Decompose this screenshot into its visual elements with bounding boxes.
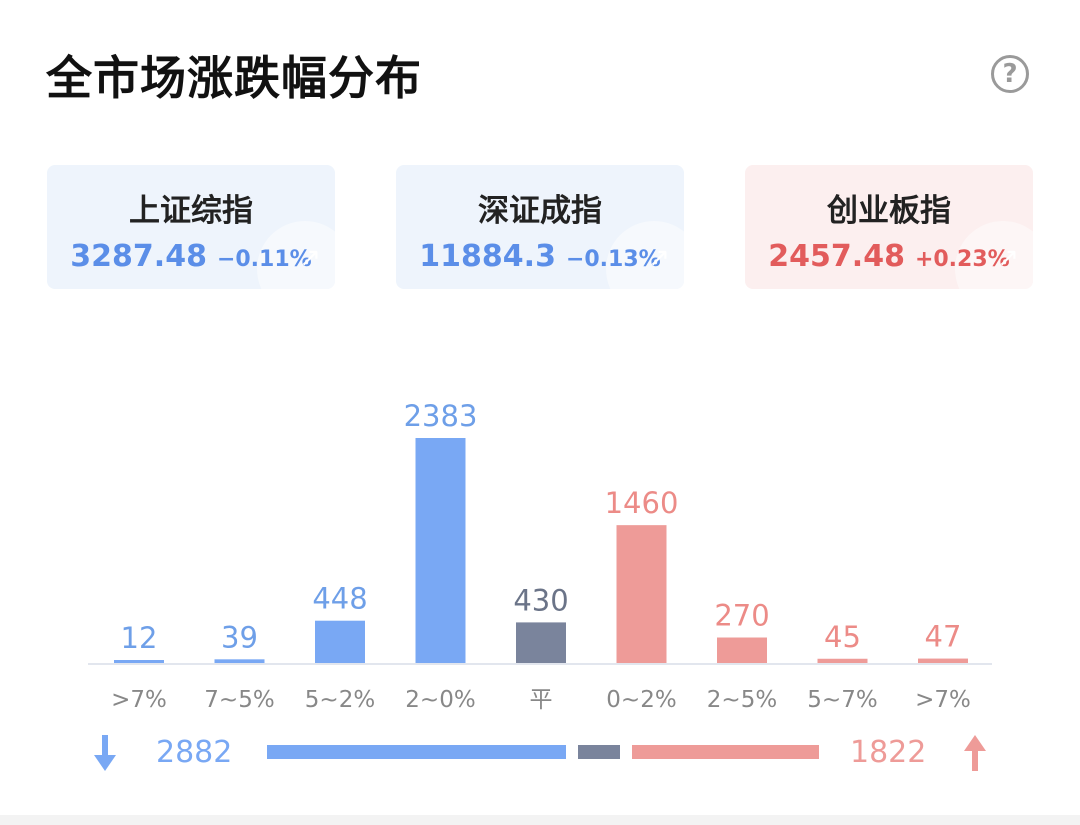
bottom-divider — [0, 815, 1080, 825]
tick-label-7: 5~7% — [807, 687, 877, 713]
down-count: 2882 — [156, 735, 233, 770]
data-label-8: 47 — [925, 620, 962, 654]
flat-ratio-bar — [578, 745, 620, 759]
tick-label-6: 2~5% — [707, 687, 777, 713]
up-ratio-bar — [632, 745, 819, 759]
index-change: +0.23% — [914, 247, 1010, 272]
tick-label-5: 0~2% — [606, 687, 676, 713]
index-value: 11884.3 — [419, 239, 556, 274]
bar-7 — [817, 658, 868, 663]
arrow-down-icon — [94, 735, 116, 771]
data-label-0: 12 — [121, 621, 158, 655]
bar-8 — [918, 658, 968, 663]
index-card-chinext[interactable]: 创业板指 2457.48 +0.23% ↗ — [745, 165, 1033, 289]
page-title: 全市场涨跌幅分布 — [46, 51, 422, 105]
tick-label-4: 平 — [530, 687, 553, 713]
tick-label-1: 7~5% — [204, 687, 274, 713]
up-count: 1822 — [850, 735, 927, 770]
bar-4 — [516, 622, 566, 663]
index-name: 上证综指 — [129, 193, 253, 229]
bar-0 — [114, 660, 164, 663]
data-label-3: 2383 — [404, 399, 478, 433]
arrow-up-icon — [964, 735, 986, 771]
tick-label-0: >7% — [111, 687, 167, 713]
data-label-5: 1460 — [605, 486, 679, 520]
data-label-7: 45 — [824, 620, 861, 654]
tick-label-2: 5~2% — [305, 687, 375, 713]
data-label-4: 430 — [513, 583, 568, 617]
help-question-icon[interactable]: ? — [991, 55, 1029, 93]
bar-5 — [616, 525, 667, 663]
trend-arrow-icon: ↗ — [299, 243, 321, 273]
data-label-6: 270 — [714, 599, 769, 633]
bar-1 — [214, 659, 265, 663]
index-card-shenzhen[interactable]: 深证成指 11884.3 −0.13% ↗ — [396, 165, 684, 289]
trend-arrow-icon: ↗ — [997, 243, 1019, 273]
data-label-1: 39 — [221, 620, 258, 654]
tick-label-8: >7% — [915, 687, 971, 713]
index-change: −0.11% — [216, 247, 312, 272]
bar-2 — [315, 620, 365, 663]
down-ratio-bar — [267, 745, 566, 759]
bar-3 — [415, 438, 466, 663]
index-name: 深证成指 — [478, 193, 602, 229]
trend-arrow-icon: ↗ — [648, 243, 670, 273]
tick-label-3: 2~0% — [405, 687, 475, 713]
index-value: 3287.48 — [70, 239, 207, 274]
index-change: −0.13% — [565, 247, 661, 272]
bar-6 — [717, 637, 767, 663]
index-value: 2457.48 — [768, 239, 905, 274]
index-card-shanghai[interactable]: 上证综指 3287.48 −0.11% ↗ — [47, 165, 335, 289]
data-label-2: 448 — [312, 582, 367, 616]
distribution-bar-chart: 12 >7% 39 7~5% 448 5~2% 2383 2~0% 430 平 1460 0~2% 27… — [88, 399, 992, 713]
index-name: 创业板指 — [827, 193, 951, 229]
question-glyph: ? — [1002, 59, 1018, 89]
